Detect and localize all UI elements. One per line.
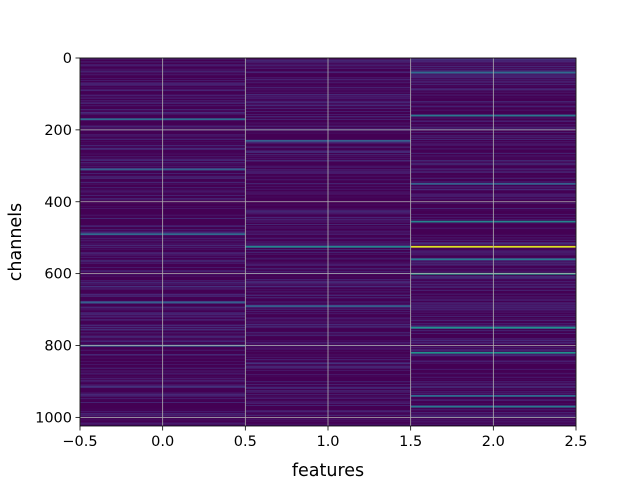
y-tick-label: 0 [63, 51, 72, 67]
y-tick-label: 200 [44, 123, 72, 139]
x-tick-label: −0.5 [62, 434, 97, 450]
y-tick-label: 600 [44, 267, 72, 283]
y-tick-label: 800 [44, 339, 72, 355]
y-tick-label: 1000 [35, 410, 72, 426]
x-axis-label: features [292, 461, 364, 480]
x-tick-label: 1.0 [316, 434, 339, 450]
x-tick-label: 0.0 [151, 434, 174, 450]
y-tick-label: 400 [44, 195, 72, 211]
x-tick-label: 2.5 [564, 434, 587, 450]
y-axis: 0 200 400 600 800 1000 [35, 51, 80, 426]
x-tick-label: 1.5 [399, 434, 422, 450]
y-axis-label: channels [6, 203, 26, 281]
x-tick-label: 0.5 [234, 434, 257, 450]
x-axis: −0.5 0.0 0.5 1.0 1.5 2.0 2.5 [62, 426, 588, 450]
x-tick-label: 2.0 [482, 434, 505, 450]
